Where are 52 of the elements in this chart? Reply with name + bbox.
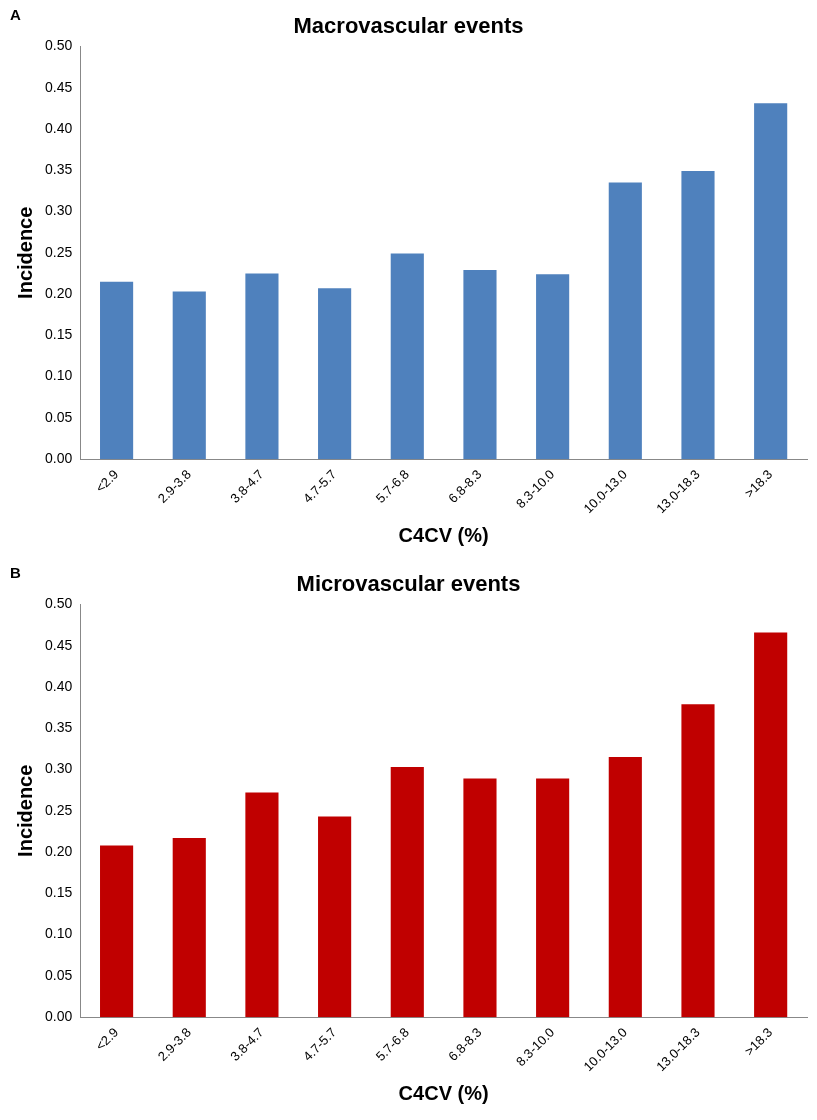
y-tick-label: 0.45 [45, 78, 73, 95]
x-axis-title: C4CV (%) [398, 1081, 489, 1104]
bar [608, 757, 642, 1018]
chart-title: Macrovascular events [293, 13, 524, 39]
bar [172, 838, 206, 1018]
bar [463, 778, 497, 1018]
x-axis-title: C4CV (%) [398, 523, 489, 546]
y-tick-label: 0.30 [45, 202, 73, 219]
y-tick-label: 0.05 [45, 966, 73, 983]
bar [318, 816, 352, 1018]
bar [608, 182, 642, 460]
text: B [10, 563, 21, 581]
bar [100, 281, 134, 460]
y-tick-label: 0.00 [45, 449, 73, 466]
y-tick-label: 0.40 [45, 119, 73, 136]
bar [536, 274, 570, 460]
y-tick-label: 0.15 [45, 884, 73, 901]
bar [172, 291, 206, 460]
y-tick-label: 0.10 [45, 925, 73, 942]
bar [390, 767, 424, 1018]
y-tick-label: 0.45 [45, 636, 73, 653]
bar [318, 288, 352, 460]
y-tick-label: 0.35 [45, 161, 73, 178]
bar [681, 704, 715, 1018]
y-tick-label: 0.25 [45, 243, 73, 260]
y-tick-label: 0.40 [45, 677, 73, 694]
x-tick-label: <2.9 [92, 466, 122, 496]
bar [100, 845, 134, 1018]
y-axis-title: Incidence [13, 764, 36, 857]
text: A [10, 5, 21, 23]
bar [754, 103, 788, 460]
bar [390, 253, 424, 460]
bar [681, 171, 715, 460]
y-tick-label: 0.50 [45, 37, 73, 54]
y-tick-label: 0.35 [45, 719, 73, 736]
bar [245, 792, 279, 1018]
y-tick-label: 0.30 [45, 760, 73, 777]
x-tick-label: <2.9 [92, 1024, 122, 1054]
y-tick-label: 0.20 [45, 284, 73, 301]
y-axis-title: Incidence [13, 206, 36, 299]
y-tick-label: 0.15 [45, 326, 73, 343]
bar [463, 270, 497, 460]
y-tick-label: 0.00 [45, 1007, 73, 1024]
y-tick-label: 0.10 [45, 367, 73, 384]
y-tick-label: 0.05 [45, 408, 73, 425]
bar [754, 632, 788, 1018]
y-tick-label: 0.25 [45, 801, 73, 818]
chart-title: Microvascular events [296, 571, 521, 597]
bar [536, 778, 570, 1018]
y-tick-label: 0.50 [45, 595, 73, 612]
bar [245, 273, 279, 460]
y-tick-label: 0.20 [45, 842, 73, 859]
